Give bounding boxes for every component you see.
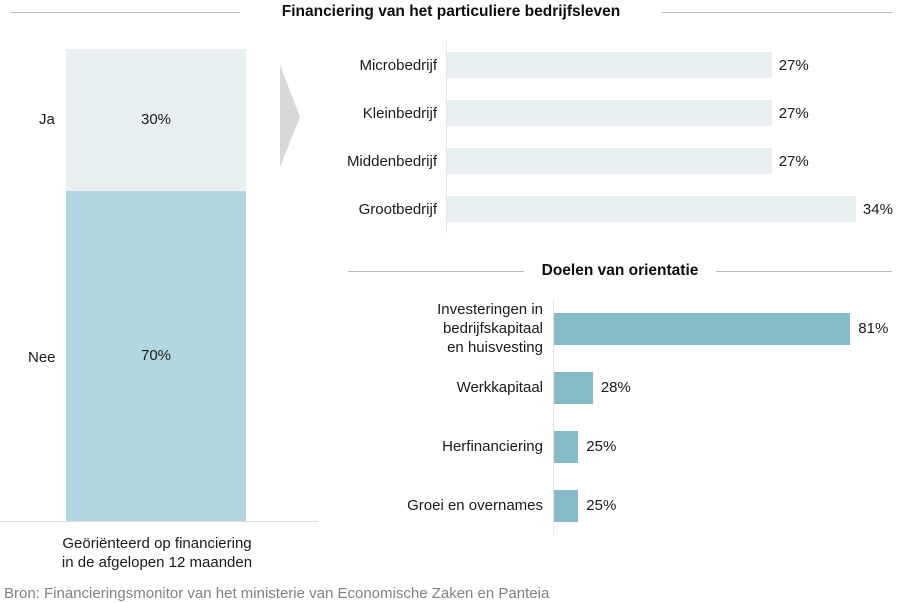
value-label: 70%	[140, 347, 172, 365]
main-title-row: Financiering van het particuliere bedrij…	[10, 3, 892, 21]
category-label: Werkkapitaal	[456, 379, 543, 396]
chart-row: Grootbedrijf 34%	[334, 185, 893, 233]
bar	[554, 371, 593, 404]
page-title: Financiering van het particuliere bedrij…	[281, 3, 621, 20]
bar	[554, 430, 579, 463]
category-label: Groei en overnames	[407, 497, 543, 514]
title-rule-right	[716, 270, 893, 272]
bar-track: 27%	[446, 89, 892, 137]
bar-track: 25%	[553, 417, 894, 476]
value-label: 27%	[778, 56, 809, 74]
category-label: Microbedrijf	[359, 56, 437, 74]
arrow-right-icon	[280, 65, 300, 167]
stacked-segment-ja: 30%	[66, 49, 246, 191]
category-label: Investeringen in bedrijfskapitaal en hui…	[437, 301, 543, 356]
bar-track: 27%	[446, 41, 892, 89]
bar	[447, 100, 772, 126]
chart-row: Microbedrijf 27%	[334, 41, 892, 89]
bar-track: 27%	[446, 137, 892, 185]
value-label: 28%	[600, 379, 631, 396]
bar	[554, 312, 851, 345]
stacked-column: 30% 70%	[66, 49, 246, 521]
category-label-nee: Nee	[28, 349, 56, 366]
value-label: 27%	[778, 104, 809, 122]
bar-track: 34%	[446, 185, 893, 233]
chart-row: Kleinbedrijf 27%	[334, 89, 892, 137]
stacked-segment-nee: 70%	[66, 190, 246, 521]
bar	[447, 196, 856, 222]
value-label: 25%	[586, 497, 617, 514]
bar-track: 81%	[553, 299, 894, 358]
company-size-chart: Microbedrijf 27% Kleinbedrijf 27% Midden…	[334, 41, 893, 233]
value-label: 81%	[858, 320, 889, 337]
value-label: 30%	[140, 111, 172, 129]
value-label: 34%	[862, 200, 893, 218]
chart-row: Groei en overnames 25%	[334, 476, 894, 535]
doelen-title: Doelen van orientatie	[541, 262, 699, 279]
value-label: 25%	[586, 438, 617, 455]
chart-row: Investeringen in bedrijfskapitaal en hui…	[334, 299, 894, 358]
title-rule-left	[348, 270, 524, 272]
bar	[447, 148, 772, 174]
category-label: Herfinanciering	[442, 438, 543, 455]
chart-row: Middenbedrijf 27%	[334, 137, 892, 185]
title-rule-right	[662, 11, 892, 13]
doelen-title-row: Doelen van orientatie	[348, 262, 893, 280]
bar-track: 25%	[553, 476, 894, 535]
category-label: Middenbedrijf	[346, 152, 437, 170]
bar	[447, 52, 772, 78]
doelen-chart: Investeringen in bedrijfskapitaal en hui…	[334, 299, 894, 535]
bar	[554, 489, 579, 522]
chart-row: Werkkapitaal 28%	[334, 358, 894, 417]
bar-track: 28%	[553, 358, 894, 417]
x-axis-line	[0, 521, 318, 522]
category-label: Kleinbedrijf	[362, 104, 437, 122]
title-rule-left	[10, 11, 240, 13]
source-note: Bron: Financieringsmonitor van het minis…	[4, 585, 550, 602]
value-label: 27%	[778, 152, 809, 170]
category-label: Grootbedrijf	[358, 200, 437, 218]
category-label-ja: Ja	[39, 111, 55, 128]
chart-row: Herfinanciering 25%	[334, 417, 894, 476]
axis-caption: Geöriënteerd op financiering in de afgel…	[61, 535, 253, 571]
